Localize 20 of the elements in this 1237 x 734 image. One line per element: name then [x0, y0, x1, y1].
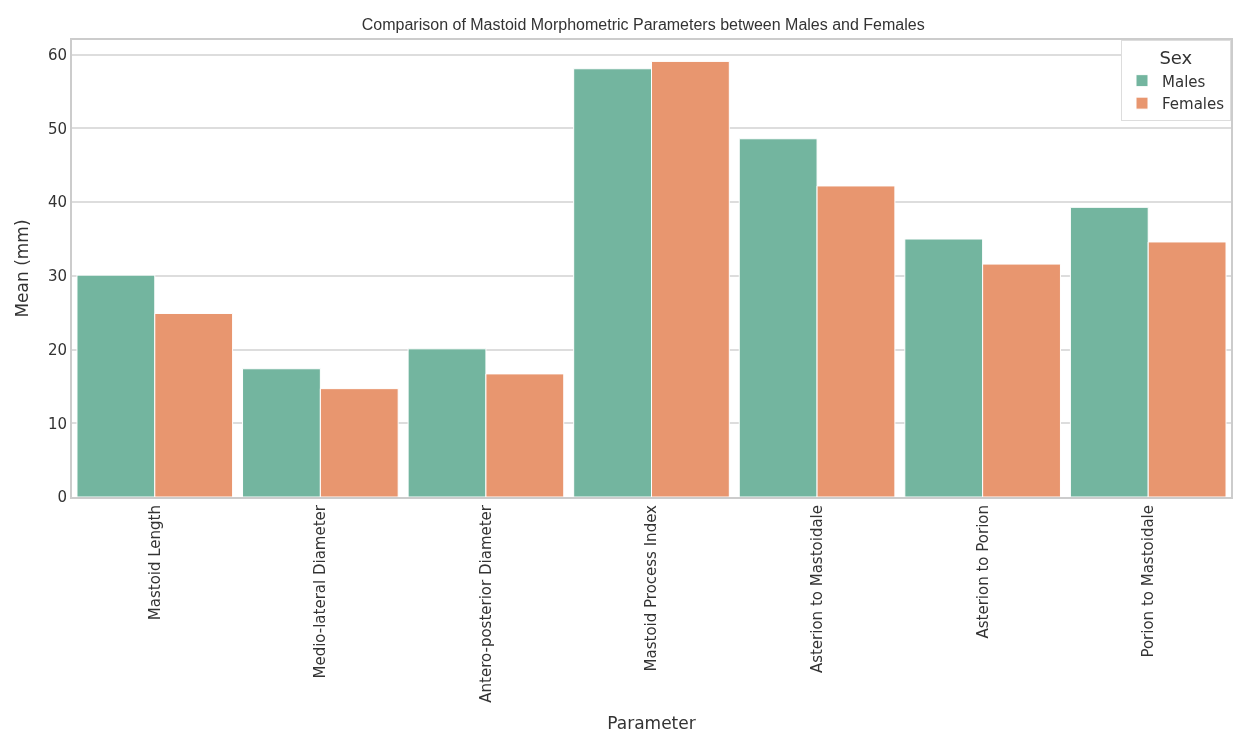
x-tick-label: Antero-posterior Diameter [476, 504, 495, 703]
x-tick-label: Asterion to Porion [973, 505, 992, 639]
y-tick-label: 20 [47, 340, 67, 359]
y-tick-label: 10 [47, 414, 67, 433]
chart-title: Comparison of Mastoid Morphometric Parameters between Males and Females [361, 15, 925, 33]
y-axis-title: Mean (mm) [11, 219, 32, 318]
legend-label: Males [1162, 72, 1206, 91]
y-tick-label: 0 [57, 488, 67, 507]
x-tick-label: Mastoid Length [145, 505, 164, 621]
legend-label: Females [1162, 95, 1225, 113]
x-axis-title: Parameter [607, 712, 696, 733]
x-tick-label: Medio-lateral Diameter [311, 504, 330, 679]
y-tick-label: 40 [47, 193, 67, 212]
x-tick-label: Asterion to Mastoidale [807, 505, 826, 674]
x-tick-label: Porion to Mastoidale [1139, 505, 1158, 658]
y-tick-label: 60 [47, 45, 67, 64]
y-tick-label: 50 [47, 119, 67, 138]
legend-title: Sex [1159, 47, 1193, 69]
x-tick-label: Mastoid Process Index [642, 504, 661, 672]
y-tick-label: 30 [47, 267, 67, 286]
